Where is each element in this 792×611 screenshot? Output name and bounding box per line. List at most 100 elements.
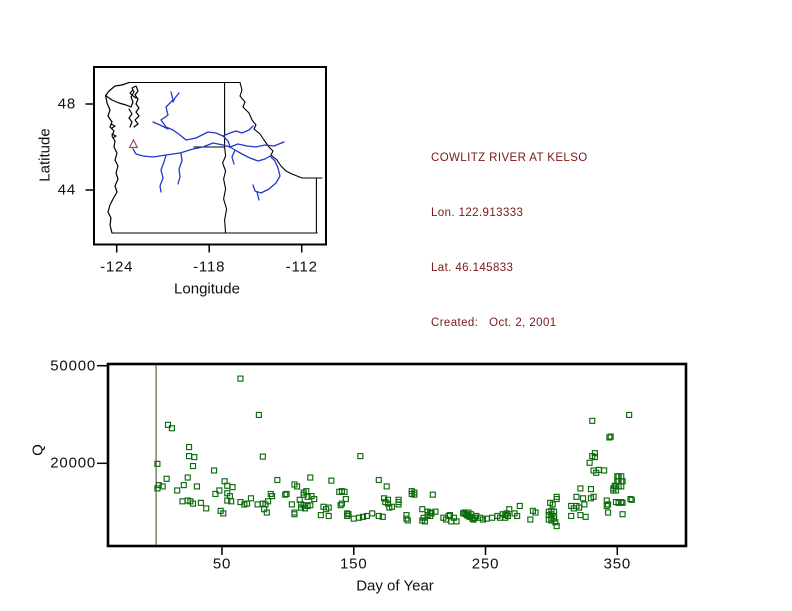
data-point <box>384 496 392 503</box>
data-point <box>307 502 314 509</box>
data-point <box>247 495 255 502</box>
data-point <box>350 515 357 522</box>
data-point <box>345 511 352 518</box>
data-point <box>527 516 534 523</box>
data-point <box>337 502 344 509</box>
map-x-tick-label: -118 <box>193 258 226 276</box>
data-point <box>403 512 410 519</box>
data-point <box>591 454 598 461</box>
coastline-pacific-coast <box>104 94 119 234</box>
data-point <box>589 417 596 424</box>
map-x-tick-label: -124 <box>100 258 134 276</box>
station-triangle-marker <box>128 138 139 149</box>
data-point <box>185 443 193 451</box>
data-point <box>212 490 219 498</box>
data-point <box>383 483 390 490</box>
map-y-tick-label: 44 <box>57 181 76 199</box>
river-grande-ronde <box>231 149 236 165</box>
scatter-x-tick-label: 50 <box>212 555 232 573</box>
data-point <box>550 515 558 522</box>
data-point <box>211 467 218 474</box>
data-point <box>282 491 289 498</box>
data-point <box>193 483 201 490</box>
river-columbia-upper <box>160 91 231 148</box>
data-point <box>581 501 588 508</box>
data-point <box>453 518 460 525</box>
data-point <box>263 509 270 516</box>
data-point <box>191 454 198 461</box>
data-point <box>619 511 626 518</box>
data-point <box>419 506 426 513</box>
data-point <box>568 512 575 520</box>
data-point <box>294 483 301 490</box>
map-x-axis-title: Longitude <box>174 280 240 298</box>
data-point <box>291 509 298 516</box>
data-point <box>577 485 584 492</box>
data-point <box>552 519 559 526</box>
data-point <box>553 522 560 530</box>
data-point <box>384 500 392 507</box>
data-point <box>359 513 367 520</box>
coastline-willapa-bay <box>111 133 117 139</box>
data-point <box>229 484 236 491</box>
scatter-frame <box>106 362 688 548</box>
data-point <box>344 512 351 520</box>
data-point <box>265 498 272 505</box>
coastline-puget-sound-arm <box>128 108 133 128</box>
data-point <box>243 500 251 507</box>
data-point <box>421 518 428 525</box>
data-point <box>549 501 556 508</box>
data-point <box>325 512 332 520</box>
scatter-y-tick-label: 50000 <box>50 357 96 375</box>
coastline-grays-harbor <box>110 123 116 129</box>
scatter-x-axis-title: Day of Year <box>356 577 434 595</box>
data-point <box>355 514 363 521</box>
scatter-x-tick-label: 150 <box>340 555 368 573</box>
data-point <box>197 499 204 506</box>
data-point <box>379 513 386 520</box>
data-point <box>283 490 290 498</box>
river-willamette <box>159 154 167 193</box>
data-point <box>375 476 382 484</box>
data-point <box>228 498 235 505</box>
data-point <box>388 503 396 510</box>
river-deschutes <box>177 152 183 185</box>
river-clark-fork <box>229 141 285 148</box>
data-point <box>341 488 348 495</box>
data-point <box>155 482 162 489</box>
data-point <box>619 499 626 506</box>
data-point <box>573 493 580 500</box>
data-point <box>179 498 186 505</box>
data-point <box>618 499 625 506</box>
data-point <box>154 460 161 467</box>
data-point <box>328 477 335 484</box>
data-point <box>607 433 614 440</box>
data-point <box>576 504 583 511</box>
station-longitude: Lon. 122.913333 <box>431 207 524 220</box>
data-point <box>590 493 597 500</box>
data-point <box>429 491 436 498</box>
data-point <box>189 462 197 470</box>
data-point <box>582 513 589 520</box>
data-point <box>628 496 635 503</box>
data-point <box>184 474 191 481</box>
data-point <box>185 453 193 460</box>
station-info: COWLITZ RIVER AT KELSO Lon. 122.913333 L… <box>431 112 588 370</box>
map-frame <box>93 66 327 246</box>
data-point <box>473 512 480 520</box>
data-point <box>268 493 276 500</box>
coastline-puget-islands <box>129 89 137 99</box>
data-point <box>303 488 310 495</box>
station-created-date: Created: Oct. 2, 2001 <box>431 317 557 330</box>
data-point <box>601 467 608 474</box>
river-snake-spur <box>256 191 260 201</box>
data-point <box>168 425 175 432</box>
data-point <box>516 502 523 510</box>
map-x-tick-label: -112 <box>285 258 318 276</box>
coastline-strait-juan-de-fuca <box>104 81 132 108</box>
data-point <box>514 512 521 520</box>
data-point <box>174 487 181 494</box>
discharge-scatter-plot <box>97 362 688 555</box>
state-border-id-mt-line <box>239 81 303 179</box>
